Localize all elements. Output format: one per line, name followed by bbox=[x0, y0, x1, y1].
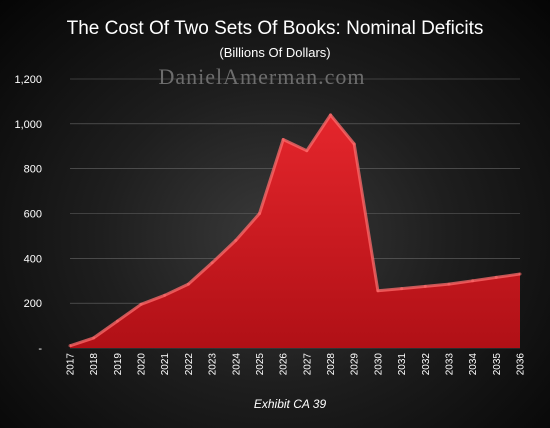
data-point-2025 bbox=[258, 212, 261, 215]
data-point-2019 bbox=[115, 319, 119, 323]
data-point-2021 bbox=[163, 293, 167, 297]
x-tick-label: 2025 bbox=[255, 353, 266, 376]
chart-title: The Cost Of Two Sets Of Books: Nominal D… bbox=[67, 18, 484, 39]
y-tick-label: 800 bbox=[24, 164, 42, 176]
x-tick-label: 2035 bbox=[492, 353, 503, 376]
x-tick-label: 2026 bbox=[279, 353, 290, 376]
area-series bbox=[68, 113, 522, 349]
data-point-2033 bbox=[447, 282, 451, 286]
data-point-2020 bbox=[139, 302, 143, 306]
data-point-2029 bbox=[352, 142, 356, 146]
x-tick-label: 2034 bbox=[468, 353, 479, 376]
x-axis-ticks: 2017 2018 2019 2020 2021 2022 2023 2024 2025 2026… bbox=[66, 353, 527, 376]
watermark: DanielAmerman.com bbox=[159, 64, 366, 89]
x-tick-label: 2029 bbox=[350, 353, 361, 376]
chart-caption: Exhibit CA 39 bbox=[254, 397, 327, 411]
x-tick-label: 2027 bbox=[302, 353, 313, 376]
x-tick-label: 2021 bbox=[160, 353, 171, 376]
x-tick-label: 2023 bbox=[208, 353, 219, 376]
data-point-2017 bbox=[68, 344, 72, 348]
x-tick-label: 2031 bbox=[397, 353, 408, 376]
data-point-2030 bbox=[376, 289, 380, 293]
data-point-2028 bbox=[329, 113, 332, 117]
x-tick-label: 2033 bbox=[444, 353, 455, 376]
x-tick-label: 2030 bbox=[373, 353, 384, 376]
y-tick-label: - bbox=[38, 343, 42, 355]
data-point-2036 bbox=[518, 272, 522, 276]
area-fill bbox=[70, 114, 520, 349]
x-tick-label: 2018 bbox=[89, 353, 100, 376]
y-tick-label: 600 bbox=[24, 209, 42, 221]
data-point-2031 bbox=[400, 287, 404, 291]
data-point-2018 bbox=[92, 336, 96, 340]
y-tick-label: 200 bbox=[24, 298, 42, 310]
x-tick-label: 2022 bbox=[184, 353, 195, 376]
y-tick-label: 400 bbox=[24, 253, 42, 265]
data-point-2026 bbox=[281, 138, 285, 141]
y-tick-label: 1,200 bbox=[14, 74, 42, 86]
x-tick-label: 2020 bbox=[137, 353, 148, 376]
data-point-2032 bbox=[423, 284, 427, 288]
chart-subtitle: (Billions Of Dollars) bbox=[219, 45, 330, 60]
x-tick-label: 2024 bbox=[231, 353, 242, 376]
x-tick-label: 2017 bbox=[66, 353, 77, 376]
data-point-2027 bbox=[305, 149, 309, 153]
area-top-edge bbox=[69, 113, 521, 348]
y-tick-label: 1,000 bbox=[14, 119, 42, 131]
data-point-2024 bbox=[234, 238, 238, 242]
x-tick-label: 2032 bbox=[421, 353, 432, 376]
y-axis-ticks: - 200 400 600 800 1,000 1,200 bbox=[14, 74, 42, 355]
x-tick-label: 2036 bbox=[516, 353, 527, 376]
data-point-2022 bbox=[186, 282, 190, 286]
data-point-2035 bbox=[494, 275, 498, 279]
x-tick-label: 2019 bbox=[113, 353, 124, 376]
data-point-2034 bbox=[471, 279, 475, 283]
x-tick-label: 2028 bbox=[326, 353, 337, 376]
data-point-2023 bbox=[210, 261, 214, 265]
